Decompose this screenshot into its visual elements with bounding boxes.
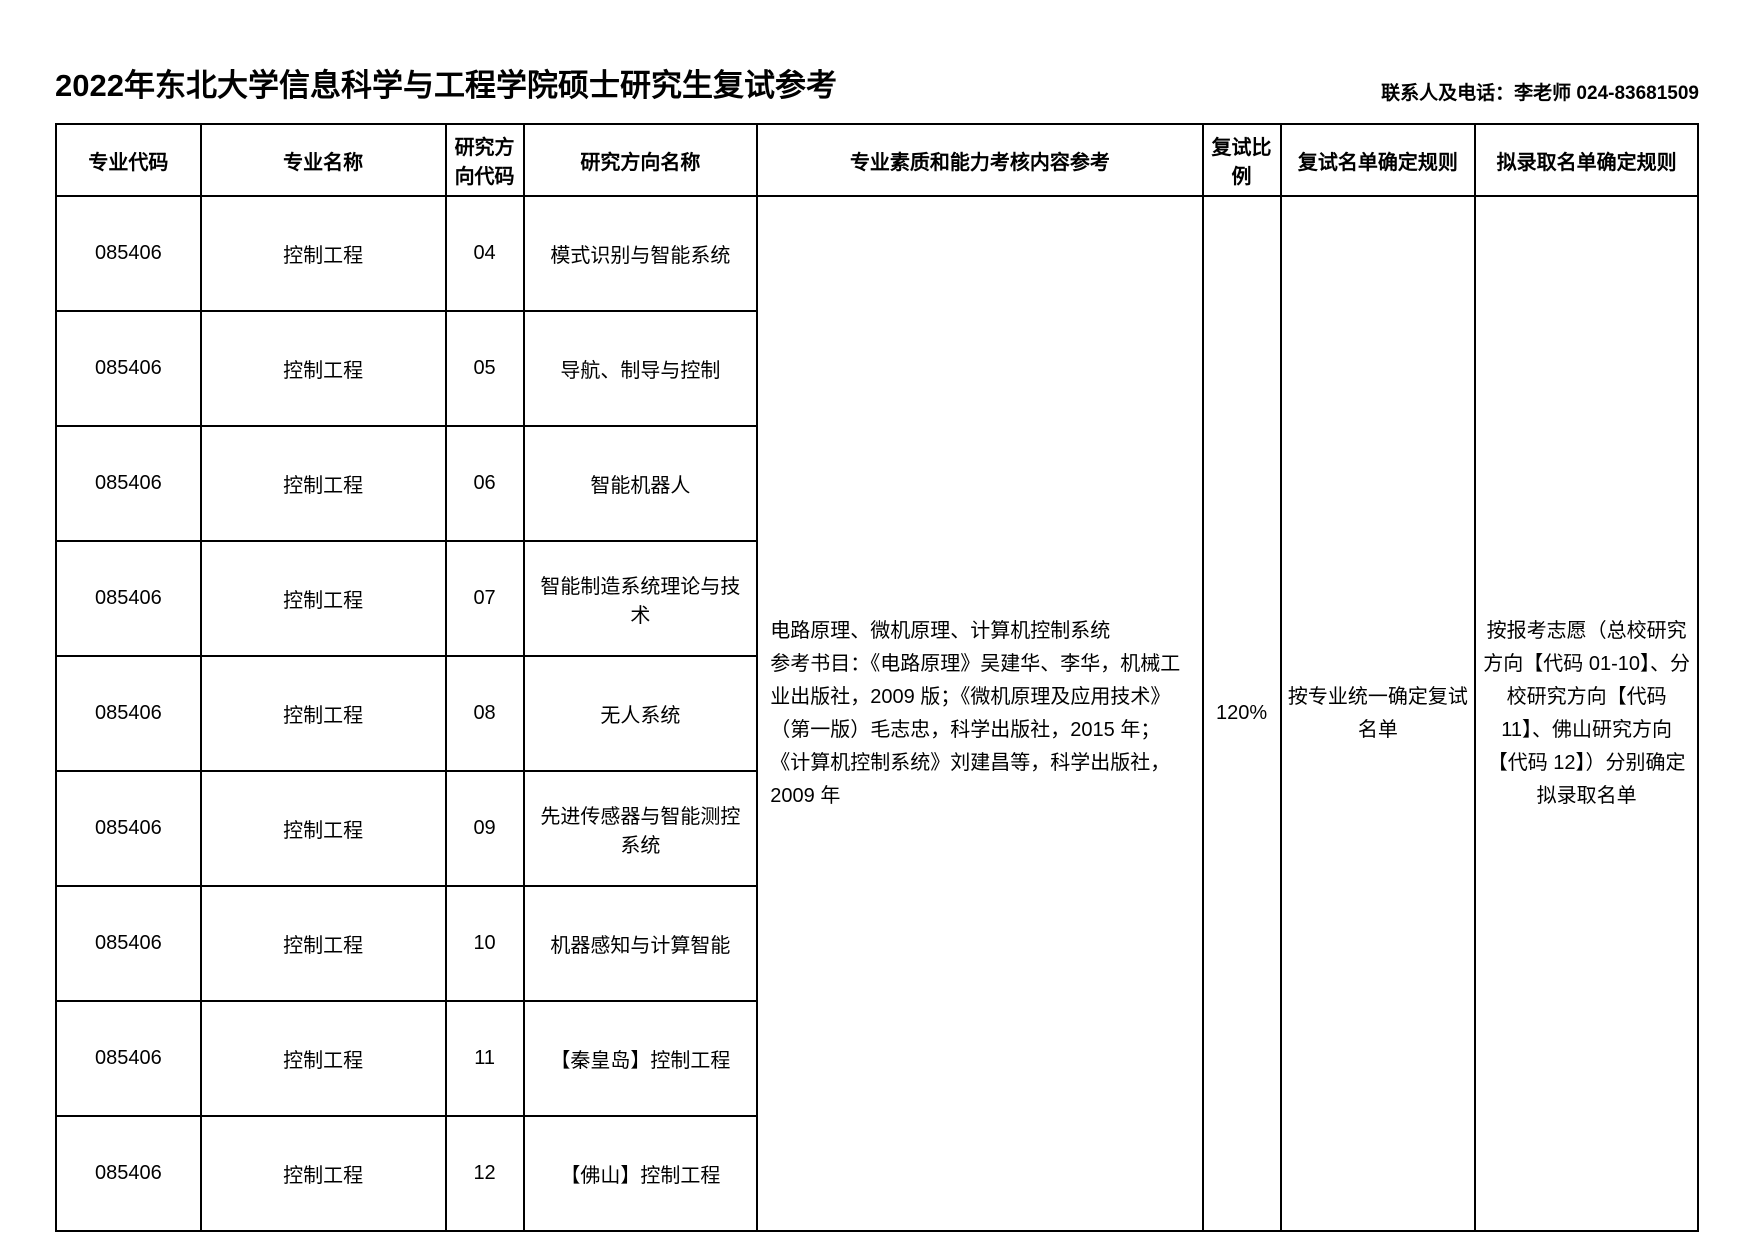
- cell-content: 电路原理、微机原理、计算机控制系统参考书目：《电路原理》吴建华、李华，机械工业出…: [757, 196, 1202, 1231]
- cell-major: 控制工程: [201, 196, 446, 311]
- header-rule2: 拟录取名单确定规则: [1475, 124, 1698, 196]
- cell-major: 控制工程: [201, 1116, 446, 1231]
- header-dir-code: 研究方向代码: [446, 124, 524, 196]
- cell-code: 085406: [56, 196, 201, 311]
- cell-dir-code: 09: [446, 771, 524, 886]
- cell-dir-code: 10: [446, 886, 524, 1001]
- header-code: 专业代码: [56, 124, 201, 196]
- header-dir-name: 研究方向名称: [524, 124, 758, 196]
- cell-ratio: 120%: [1203, 196, 1281, 1231]
- cell-dir-code: 11: [446, 1001, 524, 1116]
- cell-code: 085406: [56, 886, 201, 1001]
- page-header: 2022年东北大学信息科学与工程学院硕士研究生复试参考 联系人及电话：李老师 0…: [55, 60, 1699, 105]
- cell-dir-code: 12: [446, 1116, 524, 1231]
- header-rule1: 复试名单确定规则: [1281, 124, 1476, 196]
- header-major: 专业名称: [201, 124, 446, 196]
- header-content: 专业素质和能力考核内容参考: [757, 124, 1202, 196]
- cell-dir-code: 08: [446, 656, 524, 771]
- cell-code: 085406: [56, 1001, 201, 1116]
- cell-code: 085406: [56, 1116, 201, 1231]
- cell-dir-name: 模式识别与智能系统: [524, 196, 758, 311]
- cell-major: 控制工程: [201, 771, 446, 886]
- cell-rule2: 按报考志愿（总校研究方向【代码 01-10】、分校研究方向【代码 11】、佛山研…: [1475, 196, 1698, 1231]
- cell-code: 085406: [56, 541, 201, 656]
- cell-dir-code: 05: [446, 311, 524, 426]
- cell-dir-name: 【佛山】控制工程: [524, 1116, 758, 1231]
- cell-dir-code: 06: [446, 426, 524, 541]
- exam-reference-table: 专业代码 专业名称 研究方向代码 研究方向名称 专业素质和能力考核内容参考 复试…: [55, 123, 1699, 1232]
- contact-info: 联系人及电话：李老师 024-83681509: [1381, 78, 1699, 105]
- cell-major: 控制工程: [201, 656, 446, 771]
- cell-dir-name: 【秦皇岛】控制工程: [524, 1001, 758, 1116]
- cell-code: 085406: [56, 426, 201, 541]
- cell-major: 控制工程: [201, 541, 446, 656]
- cell-code: 085406: [56, 311, 201, 426]
- cell-dir-name: 智能制造系统理论与技术: [524, 541, 758, 656]
- cell-major: 控制工程: [201, 1001, 446, 1116]
- cell-major: 控制工程: [201, 311, 446, 426]
- page-title: 2022年东北大学信息科学与工程学院硕士研究生复试参考: [55, 60, 837, 105]
- header-ratio: 复试比例: [1203, 124, 1281, 196]
- table-row: 085406 控制工程 04 模式识别与智能系统 电路原理、微机原理、计算机控制…: [56, 196, 1698, 311]
- table-body: 085406 控制工程 04 模式识别与智能系统 电路原理、微机原理、计算机控制…: [56, 196, 1698, 1231]
- cell-rule1: 按专业统一确定复试名单: [1281, 196, 1476, 1231]
- cell-code: 085406: [56, 656, 201, 771]
- cell-major: 控制工程: [201, 426, 446, 541]
- table-header-row: 专业代码 专业名称 研究方向代码 研究方向名称 专业素质和能力考核内容参考 复试…: [56, 124, 1698, 196]
- cell-dir-name: 智能机器人: [524, 426, 758, 541]
- cell-code: 085406: [56, 771, 201, 886]
- cell-dir-name: 无人系统: [524, 656, 758, 771]
- cell-major: 控制工程: [201, 886, 446, 1001]
- cell-dir-name: 导航、制导与控制: [524, 311, 758, 426]
- cell-dir-name: 先进传感器与智能测控系统: [524, 771, 758, 886]
- cell-dir-code: 07: [446, 541, 524, 656]
- cell-dir-name: 机器感知与计算智能: [524, 886, 758, 1001]
- cell-dir-code: 04: [446, 196, 524, 311]
